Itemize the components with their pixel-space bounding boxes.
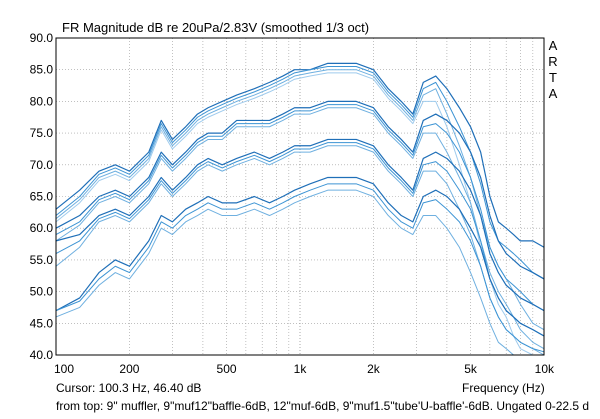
x-tick-label: 100	[54, 362, 74, 376]
y-tick-label: 40.0	[30, 348, 54, 362]
series-line-7	[55, 107, 545, 350]
plot-frame	[55, 37, 545, 356]
x-axis-label: Frequency (Hz)	[462, 381, 545, 395]
y-tick-label: 65.0	[30, 190, 54, 204]
series-line-5	[55, 100, 545, 280]
brand-letter: R	[548, 54, 557, 69]
x-tick-label: 200	[119, 362, 139, 376]
x-tick-label: 500	[217, 362, 237, 376]
series-line-2	[55, 66, 545, 280]
y-tick-label: 45.0	[30, 316, 54, 330]
brand-letter: T	[549, 70, 557, 85]
y-tick-label: 70.0	[30, 158, 54, 172]
y-tick-label: 55.0	[30, 253, 54, 267]
series-line-6	[55, 104, 545, 312]
brand-letter: A	[549, 86, 558, 101]
cursor-readout: Cursor: 100.3 Hz, 46.40 dB	[56, 381, 202, 395]
y-tick-label: 85.0	[30, 63, 54, 77]
x-tick-label: 1k	[294, 362, 308, 376]
y-tick-label: 50.0	[30, 285, 54, 299]
x-tick-label: 10k	[535, 362, 555, 376]
x-tick-labels: 100 200 500 1k 2k 5k 10k	[54, 362, 555, 376]
y-tick-label: 80.0	[30, 94, 54, 108]
x-tick-label: 2k	[367, 362, 381, 376]
brand-letter: A	[549, 38, 558, 53]
series-line-4	[55, 72, 544, 356]
y-tick-label: 60.0	[30, 221, 54, 235]
x-tick-label: 5k	[464, 362, 478, 376]
series-line-12	[55, 183, 545, 353]
chart-title: FR Magnitude dB re 20uPa/2.83V (smoothed…	[62, 20, 369, 35]
y-tick-label: 75.0	[30, 126, 54, 140]
y-tick-labels: 40.0 45.0 50.0 55.0 60.0 65.0 70.0 75.0 80.0 85.0…	[30, 31, 54, 362]
series-line-13	[55, 189, 544, 356]
series-line-8	[55, 138, 545, 312]
y-tick-label: 90.0	[30, 31, 54, 45]
series-layer	[55, 62, 545, 356]
series-line-1	[55, 62, 545, 248]
legend-description: from top: 9" muffler, 9"muf12"baffle-6dB…	[56, 399, 590, 413]
series-line-11	[55, 176, 545, 337]
grid	[56, 38, 544, 355]
